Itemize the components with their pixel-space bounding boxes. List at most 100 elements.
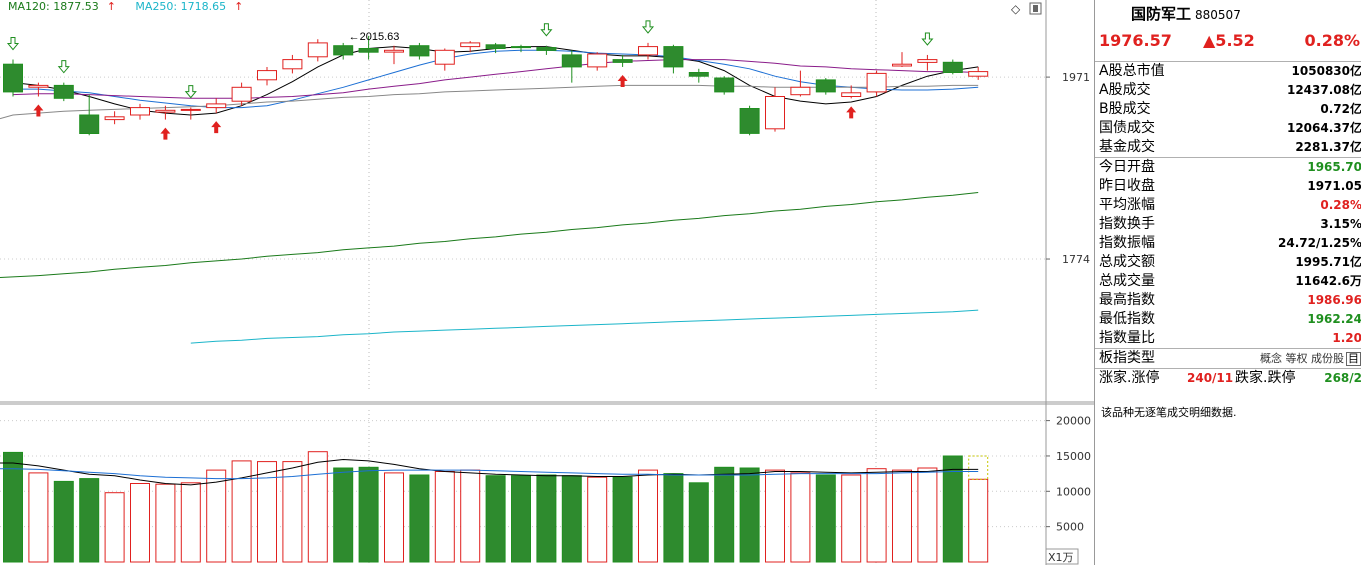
stat-row: 指数振幅 24.72/1.25% — [1095, 234, 1361, 253]
vma10-line — [0, 468, 979, 480]
stat-row: 最低指数 1962.24 — [1095, 310, 1361, 329]
volume-tick-label: 5000 — [1056, 521, 1084, 534]
volume-bar — [942, 455, 963, 563]
candle[interactable] — [434, 48, 455, 71]
candle[interactable] — [968, 66, 989, 80]
candle[interactable] — [917, 54, 938, 71]
candle[interactable] — [638, 42, 658, 60]
stat-row: 平均涨幅 0.28% — [1095, 196, 1361, 215]
candle[interactable] — [155, 105, 176, 120]
candle[interactable] — [892, 52, 912, 67]
candle[interactable] — [561, 50, 582, 83]
candle[interactable] — [307, 39, 328, 62]
board-type-options[interactable]: 概念 等权 成份股 — [1260, 352, 1344, 365]
buy-signal-arrow — [33, 104, 44, 117]
candle[interactable] — [180, 107, 201, 120]
candle[interactable] — [663, 44, 684, 74]
candle[interactable] — [3, 59, 23, 97]
candle[interactable] — [231, 82, 252, 106]
candle[interactable] — [53, 82, 74, 102]
candle[interactable] — [815, 78, 836, 95]
candle[interactable] — [587, 52, 608, 71]
candle[interactable] — [28, 82, 49, 97]
volume-bar — [3, 451, 23, 563]
stat-row: A股成交 12437.08亿 — [1095, 81, 1361, 100]
buy-signal-arrow — [160, 127, 171, 140]
candle[interactable] — [130, 103, 150, 120]
stat-label: 最低指数 — [1099, 311, 1155, 327]
sell-signal-arrow — [57, 60, 70, 74]
board-type-button[interactable]: 目 — [1346, 352, 1361, 366]
stat-label: 总成交量 — [1099, 273, 1155, 289]
stat-row: A股总市值 1050830亿 — [1095, 62, 1361, 81]
stat-row: 最高指数 1986.96 — [1095, 291, 1361, 310]
volume-ma-lines — [0, 458, 979, 486]
candle[interactable] — [460, 41, 481, 53]
stat-value: 0.72亿 — [1320, 102, 1361, 116]
volume-bar — [79, 478, 100, 563]
volume-bar — [53, 480, 74, 563]
stat-value: 12064.37亿 — [1286, 121, 1361, 135]
volume-bar — [206, 469, 227, 563]
ma250-line — [190, 309, 979, 344]
candle[interactable] — [790, 70, 811, 97]
advance-label: 涨家.涨停 — [1099, 370, 1160, 386]
high-annotation: ←2015.63 — [349, 31, 400, 43]
decline-label: 跌家.跌停 — [1235, 370, 1296, 386]
volume-bar — [282, 461, 303, 563]
volume-bar — [434, 471, 455, 563]
stat-row: 国债成交 12064.37亿 — [1095, 119, 1361, 138]
candle[interactable] — [79, 94, 100, 136]
candle[interactable] — [536, 45, 557, 55]
diamond-icon[interactable]: ◇ — [1011, 2, 1021, 16]
candle[interactable] — [206, 98, 227, 114]
volume-bar — [917, 467, 938, 563]
volume-bar — [180, 482, 201, 563]
stat-row: 昨日收盘 1971.05 — [1095, 177, 1361, 196]
candle[interactable] — [104, 111, 125, 125]
candle[interactable] — [257, 66, 277, 86]
vma5-line — [0, 458, 979, 486]
volume-bar — [561, 475, 582, 563]
volume-bar — [765, 469, 785, 563]
candle[interactable] — [511, 44, 531, 53]
stat-row: 总成交量 11642.6万 — [1095, 272, 1361, 291]
stat-label: A股总市值 — [1099, 63, 1165, 79]
candle[interactable] — [282, 54, 303, 74]
volume-bar — [612, 476, 633, 563]
last-price: 1976.57 — [1099, 31, 1172, 50]
stat-value: 1995.71亿 — [1295, 255, 1361, 269]
stat-value: 0.28% — [1320, 198, 1361, 212]
stat-value: 1986.96 — [1307, 293, 1361, 307]
stat-label: 指数换手 — [1099, 216, 1155, 232]
candle[interactable] — [688, 68, 709, 83]
stat-label: 昨日收盘 — [1099, 178, 1155, 194]
volume-bar — [485, 475, 506, 563]
candle[interactable] — [866, 70, 887, 97]
candle[interactable] — [841, 85, 862, 99]
candle[interactable] — [612, 54, 633, 67]
stat-value: 1.20 — [1332, 331, 1361, 345]
volume-unit-label: X1万 — [1048, 551, 1074, 564]
candle[interactable] — [409, 42, 430, 60]
candle[interactable] — [384, 45, 404, 65]
buy-signal-arrow — [211, 121, 222, 134]
candle[interactable] — [739, 105, 760, 136]
stat-value: 2281.37亿 — [1295, 140, 1361, 154]
candle[interactable] — [485, 42, 506, 54]
stat-label: 平均涨幅 — [1099, 197, 1155, 213]
candle[interactable] — [333, 42, 354, 60]
volume-bar — [587, 476, 608, 563]
volume-bar — [104, 492, 125, 563]
security-name: 国防军工 — [1131, 5, 1192, 23]
volume-bar — [866, 468, 887, 563]
candle[interactable] — [765, 87, 785, 132]
volume-bar — [815, 474, 836, 563]
menu-icon[interactable] — [1029, 2, 1042, 15]
candle[interactable] — [714, 76, 735, 95]
ma20-line — [12, 59, 979, 99]
stat-label: 指数振幅 — [1099, 235, 1155, 251]
candle[interactable] — [358, 35, 379, 60]
candle[interactable] — [942, 59, 963, 75]
